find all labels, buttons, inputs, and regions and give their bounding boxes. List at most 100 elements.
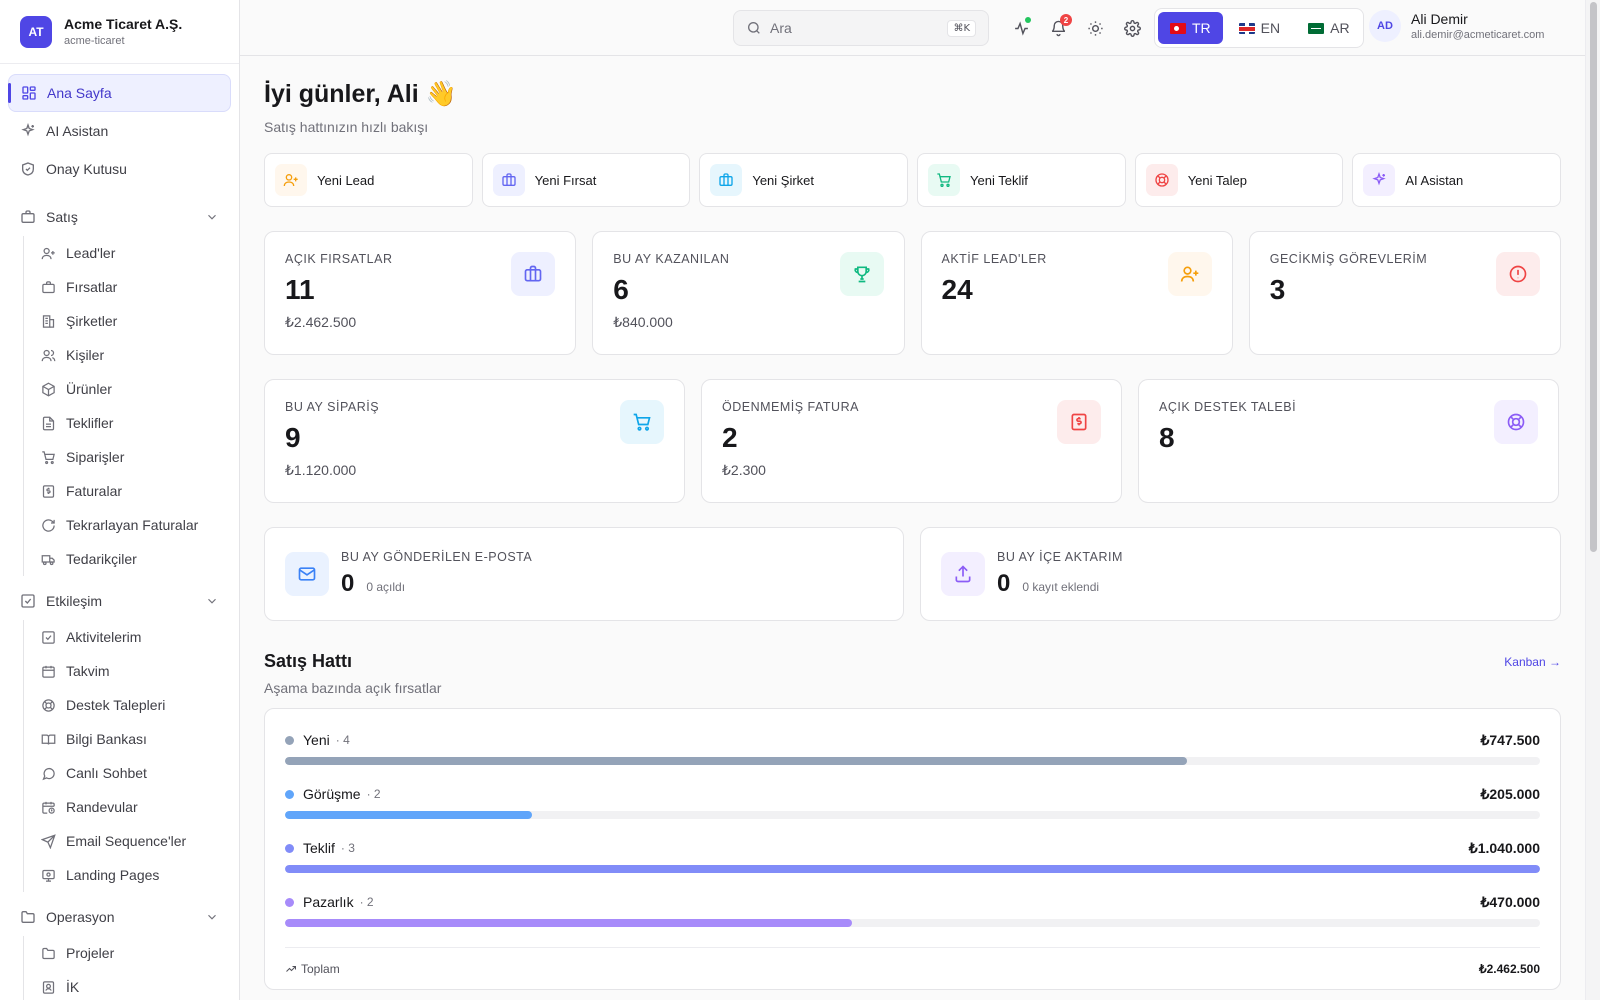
- flag-sa-icon: [1308, 22, 1325, 34]
- stat-card-orders-this-month[interactable]: BU AY SİPARİŞ 9 ₺1.120.000: [264, 379, 685, 503]
- sidebar-item-support-tickets[interactable]: Destek Talepleri: [32, 688, 231, 722]
- user-menu[interactable]: AD Ali Demir ali.demir@acmeticaret.com: [1369, 10, 1544, 42]
- settings-button[interactable]: [1121, 17, 1143, 39]
- sidebar-item-label: Ana Sayfa: [47, 85, 112, 101]
- stat-amount: ₺1.120.000: [285, 462, 357, 478]
- stat-amount: ₺2.300: [722, 462, 766, 478]
- sidebar-item-contacts[interactable]: Kişiler: [32, 338, 231, 372]
- mail-icon: [285, 552, 329, 596]
- stat-label: AKTİF LEAD'LER: [941, 252, 1047, 266]
- new-quote-button[interactable]: Yeni Teklif: [917, 153, 1126, 207]
- ai-assistant-button[interactable]: AI Asistan: [1352, 153, 1562, 207]
- sidebar-group-engagement[interactable]: Etkileşim: [8, 582, 231, 620]
- sidebar-item-label: Randevular: [66, 799, 138, 815]
- stat-value: 11: [285, 274, 315, 305]
- pipeline-stage[interactable]: Görüşme · 2 ₺205.000: [285, 785, 1540, 819]
- sidebar-item-projects[interactable]: Projeler: [32, 936, 231, 970]
- language-tr-button[interactable]: TR: [1158, 12, 1223, 44]
- quick-action-label: Yeni Şirket: [752, 172, 815, 188]
- id-badge-icon: [42, 980, 55, 994]
- sidebar-item-products[interactable]: Ürünler: [32, 372, 231, 406]
- pipeline-stage[interactable]: Pazarlık · 2 ₺470.000: [285, 893, 1540, 927]
- kanban-link[interactable]: Kanban →: [1504, 655, 1561, 669]
- stage-progress-fill: [285, 757, 1188, 765]
- calendar-clock-icon: [42, 801, 55, 814]
- sidebar-item-hr[interactable]: İK: [32, 970, 231, 1000]
- sun-icon: [1087, 20, 1103, 36]
- stats-row: BU AY GÖNDERİLEN E-POSTA 0 0 açıldı BU A…: [264, 527, 1561, 621]
- sidebar-item-knowledge-base[interactable]: Bilgi Bankası: [32, 722, 231, 756]
- sidebar-group-sales[interactable]: Satış: [8, 198, 231, 236]
- sidebar-item-suppliers[interactable]: Tedarikçiler: [32, 542, 231, 576]
- package-icon: [42, 382, 55, 396]
- sidebar-item-home[interactable]: Ana Sayfa: [8, 74, 231, 112]
- quick-action-label: Yeni Talep: [1187, 172, 1247, 188]
- activity-button[interactable]: [1010, 17, 1032, 39]
- page-title: İyi günler, Ali 👋: [264, 80, 457, 108]
- pipeline-stage[interactable]: Yeni · 4 ₺747.500: [285, 731, 1540, 765]
- sidebar-group-engagement-items: Aktivitelerim Takvim Destek Talepleri Bi…: [23, 620, 231, 892]
- user-plus-icon: [275, 164, 307, 196]
- sparkles-icon: [1363, 164, 1396, 196]
- stat-card-overdue-tasks[interactable]: GECİKMİŞ GÖREVLERİM 3: [1248, 231, 1561, 355]
- check-square-icon: [21, 594, 35, 608]
- stat-card-open-support-tickets[interactable]: AÇIK DESTEK TALEBİ 8: [1138, 379, 1559, 503]
- sidebar-group-operations[interactable]: Operasyon: [8, 898, 231, 936]
- sidebar-item-invoices[interactable]: Faturalar: [32, 474, 231, 508]
- search-icon: [748, 22, 760, 34]
- cart-icon: [928, 164, 961, 196]
- new-company-button[interactable]: Yeni Şirket: [699, 153, 909, 207]
- sidebar-item-label: Destek Talepleri: [66, 697, 166, 713]
- sidebar-item-companies[interactable]: Şirketler: [32, 304, 231, 338]
- org-switcher[interactable]: AT Acme Ticaret A.Ş. acme-ticaret: [0, 0, 239, 64]
- sidebar-item-label: Kişiler: [66, 347, 105, 363]
- scrollbar-thumb[interactable]: [1590, 2, 1597, 552]
- sidebar-item-label: Fırsatlar: [66, 279, 118, 295]
- quick-action-label: Yeni Fırsat: [534, 172, 597, 188]
- activity-icon: [1014, 20, 1028, 36]
- section-subtitle: Aşama bazında açık fırsatlar: [264, 680, 442, 696]
- user-plus-icon: [1167, 252, 1212, 296]
- sidebar: AT Acme Ticaret A.Ş. acme-ticaret Ana Sa…: [0, 0, 240, 1000]
- top-bar: Ara ⌘K 2 TR EN AR AD Ali Demir ali.demir…: [240, 0, 1585, 56]
- sidebar-item-label: Aktivitelerim: [66, 629, 142, 645]
- sidebar-item-landing-pages[interactable]: Landing Pages: [32, 858, 231, 892]
- stat-card-open-opportunities[interactable]: AÇIK FIRSATLAR 11 ₺2.462.500: [264, 231, 577, 355]
- stage-progress-fill: [285, 811, 533, 819]
- new-opportunity-button[interactable]: Yeni Fırsat: [481, 153, 691, 207]
- language-en-button[interactable]: EN: [1227, 12, 1292, 44]
- theme-toggle-button[interactable]: [1084, 17, 1106, 39]
- sidebar-item-quotes[interactable]: Teklifler: [32, 406, 231, 440]
- sidebar-item-label: Tekrarlayan Faturalar: [66, 517, 199, 533]
- sidebar-item-my-activities[interactable]: Aktivitelerim: [32, 620, 231, 654]
- sidebar-item-opportunities[interactable]: Fırsatlar: [32, 270, 231, 304]
- pipeline-stage[interactable]: Teklif · 3 ₺1.040.000: [285, 839, 1540, 873]
- search-input[interactable]: Ara ⌘K: [733, 10, 989, 46]
- stage-progress-track: [285, 757, 1540, 765]
- chat-icon: [42, 767, 55, 780]
- briefcase-icon: [511, 252, 556, 296]
- quick-actions: Yeni Lead Yeni Fırsat Yeni Şirket Yeni T…: [264, 153, 1562, 207]
- chevron-down-icon: [208, 214, 216, 220]
- sidebar-item-recurring-invoices[interactable]: Tekrarlayan Faturalar: [32, 508, 231, 542]
- stage-amount: ₺1.040.000: [1468, 839, 1540, 856]
- sidebar-item-approval-inbox[interactable]: Onay Kutusu: [8, 150, 231, 188]
- sidebar-item-leads[interactable]: Lead'ler: [32, 236, 231, 270]
- stat-card-active-leads[interactable]: AKTİF LEAD'LER 24: [920, 231, 1233, 355]
- sidebar-item-email-sequences[interactable]: Email Sequence'ler: [32, 824, 231, 858]
- sidebar-item-live-chat[interactable]: Canlı Sohbet: [32, 756, 231, 790]
- sidebar-item-orders[interactable]: Siparişler: [32, 440, 231, 474]
- sidebar-item-ai-assistant[interactable]: AI Asistan: [8, 112, 231, 150]
- new-ticket-button[interactable]: Yeni Talep: [1134, 153, 1344, 207]
- notifications-button[interactable]: 2: [1047, 14, 1072, 39]
- new-lead-button[interactable]: Yeni Lead: [264, 153, 473, 207]
- page-scrollbar[interactable]: [1585, 0, 1600, 1000]
- sidebar-item-calendar[interactable]: Takvim: [32, 654, 231, 688]
- stat-card-unpaid-invoices[interactable]: ÖDENMEMİŞ FATURA 2 ₺2.300: [701, 379, 1122, 503]
- stat-card-emails-sent[interactable]: BU AY GÖNDERİLEN E-POSTA 0 0 açıldı: [264, 527, 904, 621]
- stat-card-imports[interactable]: BU AY İÇE AKTARIM 0 0 kayıt eklendi: [920, 527, 1561, 621]
- sparkles-icon: [21, 123, 35, 137]
- language-ar-button[interactable]: AR: [1296, 12, 1361, 44]
- sidebar-item-appointments[interactable]: Randevular: [32, 790, 231, 824]
- stat-card-won-this-month[interactable]: BU AY KAZANILAN 6 ₺840.000: [592, 231, 905, 355]
